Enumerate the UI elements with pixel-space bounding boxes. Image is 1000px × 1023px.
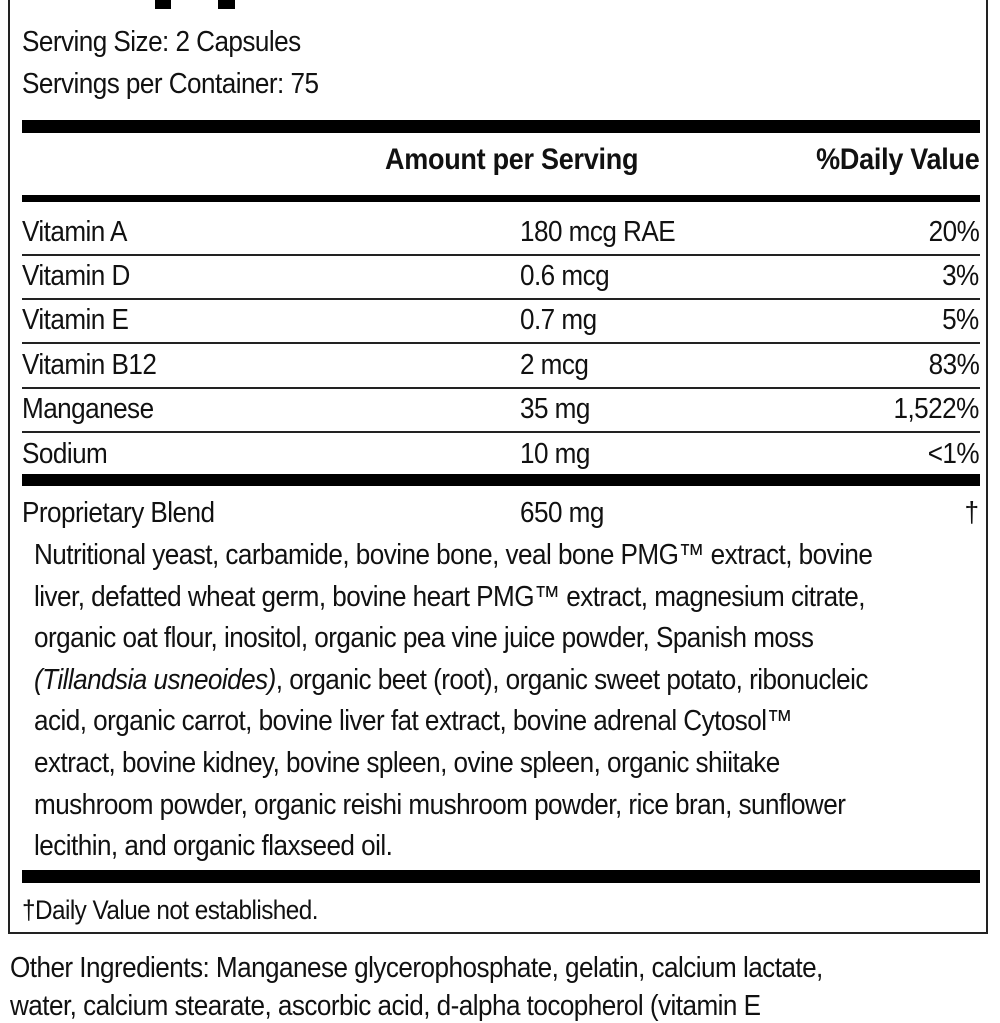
- blend-ingredients-text: , organic beet (root), organic sweet pot…: [275, 664, 869, 696]
- medium-divider: [22, 195, 980, 202]
- nutrient-dv: 5%: [942, 304, 979, 336]
- row-divider: [22, 387, 980, 389]
- servings-per-container: Servings per Container: 75: [22, 68, 319, 100]
- blend-ingredients-line: liver, defatted wheat germ, bovine heart…: [34, 581, 866, 613]
- nutrient-name: Manganese: [22, 393, 154, 425]
- amount-header: Amount per Serving: [385, 143, 639, 176]
- nutrient-dv: 83%: [928, 349, 979, 381]
- nutrient-amount: 35 mg: [520, 393, 590, 425]
- other-ingredients: water, calcium stearate, ascorbic acid, …: [10, 990, 761, 1022]
- nutrient-name: Vitamin A: [22, 216, 127, 248]
- blend-ingredients-line: mushroom powder, organic reishi mushroom…: [34, 789, 846, 821]
- blend-dv: †: [965, 497, 980, 529]
- nutrient-amount: 10 mg: [520, 438, 590, 470]
- blend-ingredients-line: organic oat flour, inositol, organic pea…: [34, 622, 814, 654]
- title-fragment: [218, 0, 235, 9]
- latin-name: (Tillandsia usneoides): [34, 664, 276, 696]
- nutrient-amount: 2 mcg: [520, 349, 589, 381]
- title-fragment: [155, 0, 171, 9]
- nutrient-dv: <1%: [927, 438, 980, 470]
- footnote: †Daily Value not established.: [22, 895, 318, 925]
- nutrient-dv: 1,522%: [893, 393, 980, 425]
- nutrient-dv: 3%: [942, 260, 979, 292]
- blend-ingredients-line: acid, organic carrot, bovine liver fat e…: [34, 705, 793, 737]
- blend-ingredients-line: (Tillandsia usneoides), organic beet (ro…: [34, 663, 868, 697]
- blend-ingredients-line: Nutritional yeast, carbamide, bovine bon…: [34, 539, 873, 571]
- other-ingredients: Other Ingredients: Manganese glycerophos…: [10, 952, 823, 984]
- supplement-facts-panel: [8, 0, 988, 934]
- row-divider: [22, 254, 980, 256]
- nutrient-name: Vitamin D: [22, 260, 130, 292]
- nutrient-amount: 180 mcg RAE: [520, 216, 676, 248]
- thick-divider: [22, 870, 980, 883]
- thick-divider: [22, 120, 980, 133]
- nutrient-name: Sodium: [22, 438, 108, 470]
- nutrient-name: Vitamin E: [22, 304, 129, 336]
- dv-header: %Daily Value: [815, 143, 980, 176]
- serving-size: Serving Size: 2 Capsules: [22, 26, 301, 58]
- nutrient-dv: 20%: [928, 216, 979, 248]
- blend-name: Proprietary Blend: [22, 497, 215, 529]
- row-divider: [22, 431, 980, 433]
- blend-ingredients-line: extract, bovine kidney, bovine spleen, o…: [34, 747, 780, 779]
- nutrient-amount: 0.6 mcg: [520, 260, 610, 292]
- row-divider: [22, 298, 980, 300]
- blend-ingredients-line: lecithin, and organic flaxseed oil.: [34, 830, 393, 862]
- thick-divider: [22, 474, 980, 486]
- nutrient-name: Vitamin B12: [22, 349, 157, 381]
- nutrient-amount: 0.7 mg: [520, 304, 597, 336]
- blend-amount: 650 mg: [520, 497, 604, 529]
- row-divider: [22, 342, 980, 344]
